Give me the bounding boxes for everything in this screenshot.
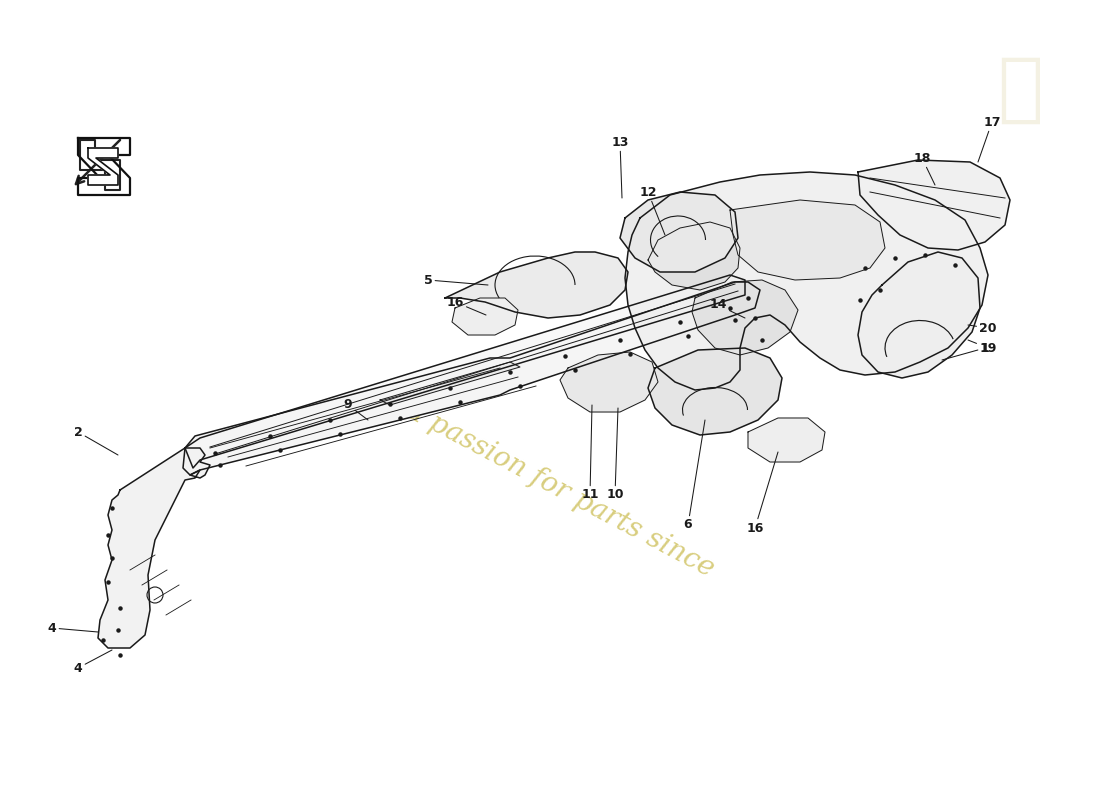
Polygon shape [452,298,518,335]
Polygon shape [730,200,886,280]
Text: 12: 12 [639,186,665,235]
Polygon shape [379,362,520,405]
Polygon shape [858,160,1010,250]
Text: a passion for parts since: a passion for parts since [402,398,718,582]
Polygon shape [78,138,130,195]
Polygon shape [648,222,740,290]
Text: 16: 16 [447,295,486,315]
Text: 17: 17 [978,115,1001,162]
Polygon shape [446,252,628,318]
Text: 9: 9 [343,398,368,420]
Polygon shape [185,275,745,468]
Text: 11: 11 [581,405,598,502]
Text: 5: 5 [424,274,488,286]
Text: 10: 10 [606,408,624,502]
Polygon shape [80,140,120,190]
Text: 4: 4 [47,622,98,634]
Text: 19: 19 [968,340,997,354]
Polygon shape [648,348,782,435]
Polygon shape [88,148,118,185]
Text: 20: 20 [968,322,997,334]
Polygon shape [748,418,825,462]
Text: 4: 4 [74,650,112,674]
Polygon shape [625,172,988,390]
Polygon shape [560,352,658,412]
Text: 6: 6 [684,420,705,531]
Polygon shape [620,192,738,272]
Polygon shape [98,448,210,648]
Text: 14: 14 [710,298,745,318]
Polygon shape [183,282,760,475]
Text: 1: 1 [942,342,989,360]
Text: 13: 13 [612,135,629,198]
Text: 2: 2 [74,426,118,455]
Text: 16: 16 [746,452,778,534]
Text: 18: 18 [913,151,935,185]
Polygon shape [858,252,980,378]
Polygon shape [692,280,798,355]
Text: 𝕷: 𝕷 [997,53,1043,127]
